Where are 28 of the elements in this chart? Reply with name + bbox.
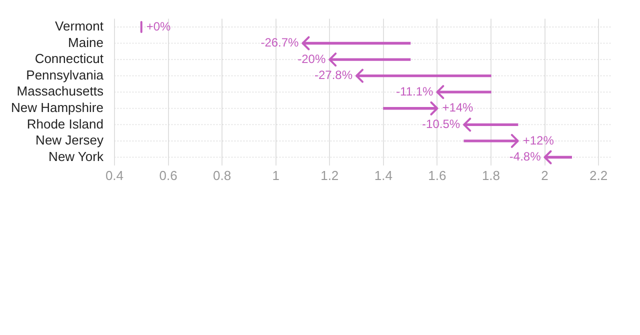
y-tick-label: Maine <box>68 34 104 50</box>
y-tick-label: Rhode Island <box>26 116 104 132</box>
x-tick-label: 1.2 <box>320 168 339 183</box>
y-tick-label: New York <box>48 148 104 164</box>
annotation: -26.7% <box>260 36 300 50</box>
y-tick-label: Massachusetts <box>16 84 104 99</box>
y-tick-label: New Hampshire <box>10 100 104 115</box>
x-tick-label: 1.4 <box>374 168 392 183</box>
annotation: -11.1% <box>396 84 434 98</box>
x-tick-label: 0.8 <box>213 168 232 183</box>
x-tick-label: 0.4 <box>105 168 124 183</box>
annotation: -20% <box>298 52 326 66</box>
y-tick-label: Vermont <box>55 18 104 34</box>
x-tick-label: 2.2 <box>590 168 608 183</box>
x-tick-label: 1.6 <box>428 168 446 183</box>
annotation: +12% <box>522 133 554 148</box>
annotation: +14% <box>442 100 474 115</box>
x-tick-label: 1.8 <box>482 168 500 183</box>
x-tick-label: 2 <box>541 168 548 183</box>
annotation: +0% <box>146 19 172 34</box>
annotation: -4.8% <box>509 150 542 164</box>
x-tick-label: 0.6 <box>159 168 178 183</box>
x-tick-label: 1 <box>272 168 280 183</box>
annotation: -27.8% <box>314 68 353 82</box>
y-tick-label: Pennsylvania <box>26 67 104 82</box>
y-tick-label: Connecticut <box>34 51 104 66</box>
y-tick-label: New Jersey <box>36 132 104 148</box>
annotation: -10.5% <box>422 116 460 131</box>
